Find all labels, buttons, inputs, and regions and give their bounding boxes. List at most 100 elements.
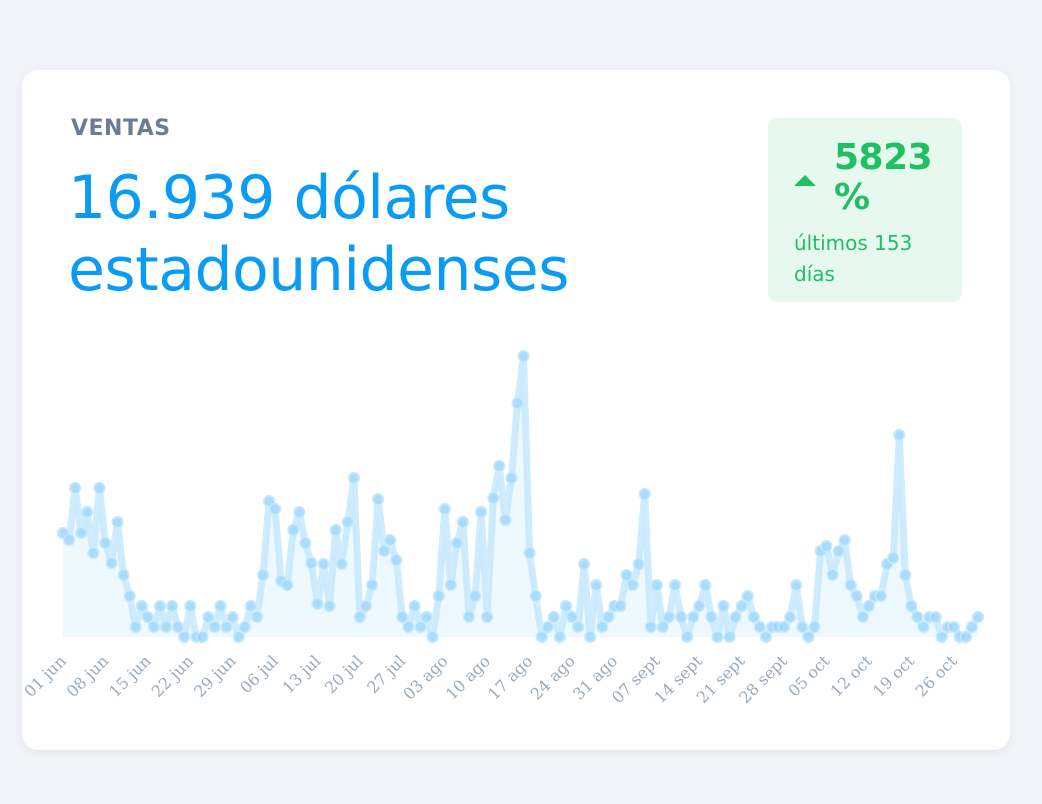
data-point	[680, 630, 694, 644]
data-point	[469, 589, 482, 603]
data-point	[699, 578, 712, 592]
data-point	[917, 620, 930, 634]
data-point	[959, 630, 973, 644]
data-point	[311, 597, 324, 611]
data-point	[341, 515, 354, 529]
data-point	[347, 471, 360, 485]
data-point	[971, 610, 985, 624]
data-point	[153, 599, 167, 613]
data-point	[359, 599, 373, 613]
x-tick-label: 24 ago	[527, 651, 579, 703]
data-point	[662, 610, 676, 624]
x-tick-label: 20 jul	[321, 651, 367, 697]
data-point	[777, 620, 791, 634]
data-point	[517, 349, 530, 363]
data-point	[317, 557, 330, 571]
x-tick-label: 19 oct	[869, 651, 919, 701]
data-point	[178, 630, 191, 644]
data-point	[450, 536, 463, 550]
data-point	[638, 487, 651, 501]
data-point	[929, 610, 942, 624]
data-point	[456, 515, 469, 529]
data-point	[820, 539, 833, 553]
data-point	[571, 620, 585, 634]
data-point	[832, 544, 845, 558]
card-label: VENTAS	[71, 116, 171, 141]
x-tick-label: 26 oct	[912, 651, 962, 701]
data-point	[565, 610, 579, 624]
data-point	[808, 620, 821, 634]
data-point	[378, 544, 391, 558]
data-point	[893, 428, 906, 442]
data-point	[372, 492, 385, 506]
data-point	[899, 568, 912, 582]
change-value: 5823 %	[834, 137, 933, 218]
data-point	[741, 589, 754, 603]
x-tick-label: 06 jul	[236, 651, 282, 697]
data-point	[365, 578, 379, 592]
data-point	[668, 578, 682, 592]
x-tick-label: 13 jul	[278, 651, 324, 697]
data-point	[196, 630, 209, 644]
data-point	[723, 630, 736, 644]
x-tick-label: 01 jun	[20, 651, 70, 701]
data-point	[523, 546, 536, 560]
data-point	[420, 610, 433, 624]
x-tick-label: 12 oct	[827, 651, 877, 701]
data-point	[650, 578, 663, 592]
data-point	[577, 557, 591, 571]
data-point	[414, 620, 427, 634]
data-point	[596, 620, 609, 634]
data-point	[293, 505, 306, 519]
data-point	[626, 578, 639, 592]
data-point	[408, 599, 421, 613]
data-point	[547, 610, 560, 624]
data-point	[438, 502, 451, 516]
x-tick-label: 10 ago	[442, 651, 494, 703]
data-point	[905, 599, 918, 613]
data-point	[790, 578, 803, 592]
data-point	[965, 620, 979, 634]
data-point	[535, 630, 548, 644]
data-point	[729, 610, 742, 624]
sales-total: 16.939 dólares estadounidenses	[68, 163, 569, 305]
data-point	[117, 568, 130, 582]
x-tick-label: 08 jun	[63, 651, 113, 701]
data-point	[590, 578, 603, 592]
x-tick-label: 05 oct	[784, 651, 834, 701]
data-point	[262, 494, 276, 508]
data-point	[602, 610, 615, 624]
data-point	[784, 610, 797, 624]
data-point	[226, 610, 239, 624]
data-point	[172, 620, 185, 634]
data-point	[68, 481, 82, 495]
data-point	[674, 610, 688, 624]
data-point	[444, 578, 457, 592]
data-point	[281, 578, 294, 592]
data-point	[481, 610, 494, 624]
data-point	[105, 556, 118, 570]
data-point	[487, 491, 500, 505]
data-point	[632, 557, 645, 571]
data-point	[844, 578, 857, 592]
triangle-up-icon	[794, 174, 816, 186]
data-point	[184, 599, 197, 613]
data-point	[396, 610, 409, 624]
data-point	[202, 610, 215, 624]
data-point	[287, 523, 300, 537]
x-tick-label: 15 jun	[105, 651, 155, 701]
data-point	[81, 505, 94, 519]
data-point	[111, 515, 124, 529]
data-point	[99, 536, 112, 550]
data-point	[759, 630, 773, 644]
data-point	[238, 620, 251, 634]
data-point	[329, 523, 342, 537]
data-point	[147, 620, 160, 634]
data-point	[874, 589, 888, 603]
data-point	[493, 459, 506, 473]
data-point	[505, 471, 518, 485]
data-point	[353, 610, 366, 624]
data-point	[214, 599, 227, 613]
